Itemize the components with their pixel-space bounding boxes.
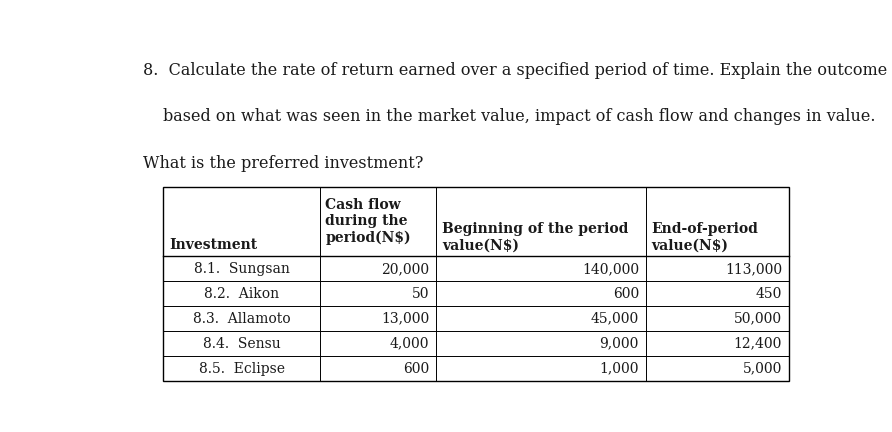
Text: 13,000: 13,000	[381, 312, 429, 326]
Text: 450: 450	[756, 287, 782, 301]
Text: 8.2.  Aikon: 8.2. Aikon	[204, 287, 279, 301]
Text: 600: 600	[403, 362, 429, 376]
Text: 50,000: 50,000	[734, 312, 782, 326]
Text: 12,400: 12,400	[734, 337, 782, 351]
Text: Beginning of the period
value(N$): Beginning of the period value(N$)	[442, 222, 628, 252]
Text: 8.3.  Allamoto: 8.3. Allamoto	[193, 312, 291, 326]
Text: Investment: Investment	[169, 238, 257, 252]
Text: 5,000: 5,000	[743, 362, 782, 376]
Text: 20,000: 20,000	[381, 262, 429, 276]
Text: 4,000: 4,000	[390, 337, 429, 351]
Text: What is the preferred investment?: What is the preferred investment?	[143, 155, 423, 172]
Text: 8.4.  Sensu: 8.4. Sensu	[202, 337, 280, 351]
Text: based on what was seen in the market value, impact of cash flow and changes in v: based on what was seen in the market val…	[163, 108, 876, 125]
Text: 45,000: 45,000	[591, 312, 639, 326]
Text: 8.  Calculate the rate of return earned over a specified period of time. Explain: 8. Calculate the rate of return earned o…	[143, 62, 887, 79]
Text: 8.1.  Sungsan: 8.1. Sungsan	[194, 262, 290, 276]
Text: 9,000: 9,000	[599, 337, 639, 351]
Text: 140,000: 140,000	[582, 262, 639, 276]
Text: Cash flow
during the
period(N$): Cash flow during the period(N$)	[326, 198, 411, 245]
Text: 8.5.  Eclipse: 8.5. Eclipse	[199, 362, 285, 376]
Text: 1,000: 1,000	[599, 362, 639, 376]
Text: End-of-period
value(N$): End-of-period value(N$)	[651, 222, 758, 252]
Text: 600: 600	[613, 287, 639, 301]
Text: 113,000: 113,000	[725, 262, 782, 276]
Text: 50: 50	[412, 287, 429, 301]
